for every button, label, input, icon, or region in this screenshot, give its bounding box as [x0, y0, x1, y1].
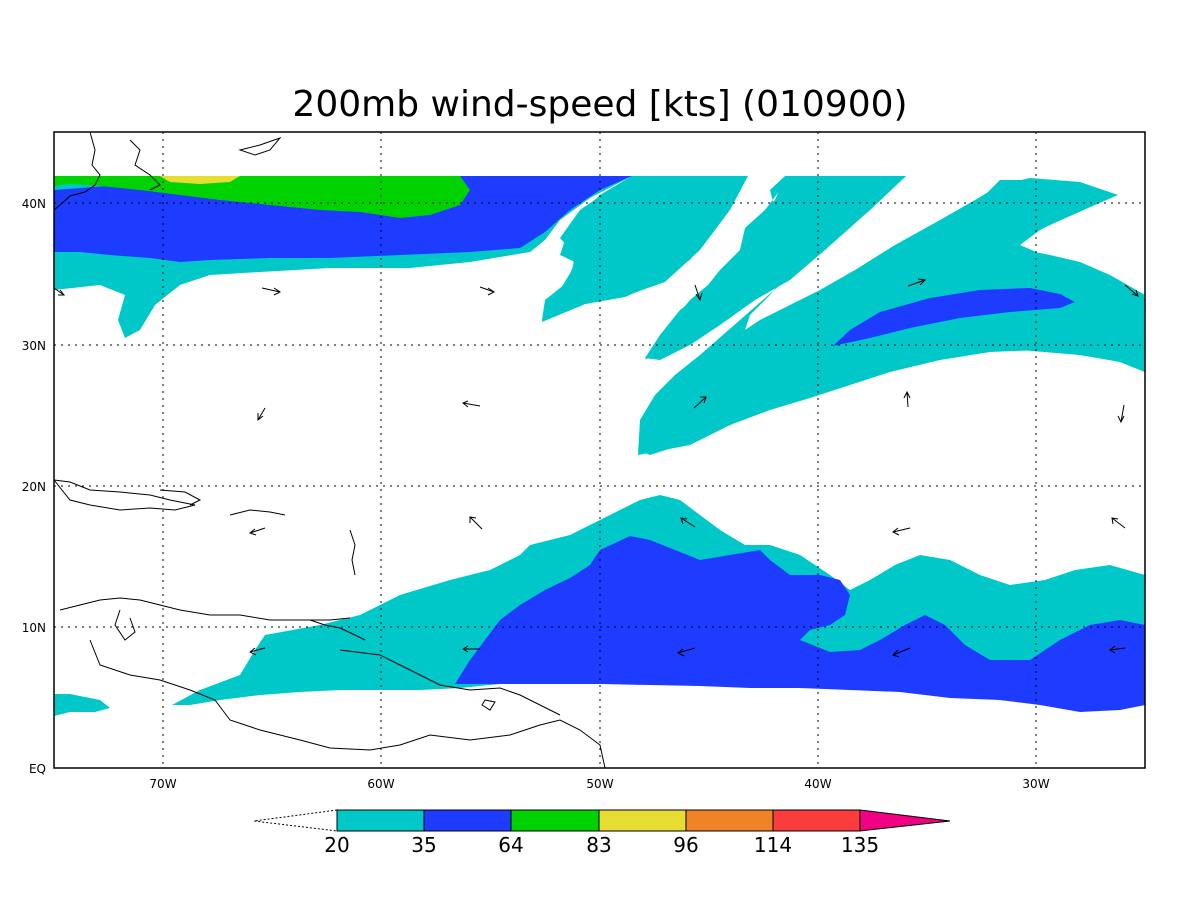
- wind-arrow: [1117, 404, 1125, 424]
- southern-jet-blue: [455, 536, 1145, 712]
- wind-arrow: [54, 287, 66, 296]
- wind-arrow: [1124, 284, 1139, 297]
- north-jet-yellow: [160, 176, 240, 184]
- colorbar-label: 35: [411, 833, 436, 857]
- colorbar-label: 114: [754, 833, 792, 857]
- wind-arrow: [694, 284, 703, 302]
- wind-arrow: [892, 647, 911, 658]
- wind-arrow: [261, 287, 281, 296]
- wind-arrow: [1111, 517, 1126, 529]
- wind-arrow: [680, 517, 696, 528]
- y-tick-label: 20N: [22, 480, 46, 494]
- colorbar-box: [772, 809, 861, 832]
- plot-frame: [53, 131, 1146, 769]
- colorbar-upper-extension: [859, 809, 951, 832]
- colorbar-box: [423, 809, 512, 832]
- coastlines: [54, 132, 606, 768]
- blue-patch-1: [705, 552, 770, 572]
- north-jet-blue: [54, 176, 632, 262]
- band-35-64-regions: [54, 176, 1145, 712]
- colorbar: 20 35 64 83 96 114 135: [253, 809, 951, 857]
- wind-arrow: [469, 516, 483, 530]
- colorbar-label: 96: [673, 833, 698, 857]
- plot-area: [54, 132, 1145, 768]
- wind-arrow: [257, 407, 266, 422]
- wind-vectors: [54, 278, 1139, 658]
- wind-arrow: [479, 286, 495, 296]
- wind-arrow: [462, 400, 481, 408]
- x-tick-label: 50W: [586, 777, 613, 791]
- wind-arrow: [249, 647, 266, 656]
- colorbar-box: [685, 809, 774, 832]
- y-tick-label: 40N: [22, 197, 46, 211]
- y-axis-labels: 40N 30N 20N 10N EQ: [22, 197, 46, 776]
- colorbar-label: 20: [324, 833, 349, 857]
- colorbar-box: [510, 809, 600, 832]
- wind-arrow: [892, 527, 911, 536]
- colorbar-box: [336, 809, 425, 832]
- wind-arrow: [907, 278, 927, 287]
- wind-arrow: [677, 647, 696, 657]
- x-tick-label: 40W: [804, 777, 831, 791]
- wind-arrow: [1109, 645, 1126, 654]
- diagonal-jet-cyan-1: [645, 176, 906, 360]
- x-axis-labels: 70W 60W 50W 40W 30W: [149, 777, 1049, 791]
- map-title: 200mb wind-speed [kts] (010900): [292, 84, 907, 125]
- band-83-96-regions: [160, 176, 240, 184]
- wind-arrow: [693, 396, 707, 409]
- wind-arrow: [903, 390, 911, 408]
- wind-arrow: [462, 645, 480, 653]
- colorbar-label: 83: [586, 833, 611, 857]
- central-jet-blue: [833, 288, 1075, 346]
- north-jet-cyan-west: [54, 176, 748, 322]
- x-tick-label: 70W: [149, 777, 176, 791]
- colorbar-label: 64: [498, 833, 523, 857]
- wind-arrow: [248, 527, 266, 536]
- colorbar-lower-extension: [253, 809, 338, 832]
- y-tick-label: 10N: [22, 621, 46, 635]
- y-tick-label: 30N: [22, 339, 46, 353]
- colorbar-box: [598, 809, 687, 832]
- colorbar-label: 135: [841, 833, 879, 857]
- y-tick-label: EQ: [29, 762, 46, 776]
- graticule: [54, 132, 1145, 768]
- x-tick-label: 30W: [1022, 777, 1049, 791]
- x-tick-label: 60W: [367, 777, 394, 791]
